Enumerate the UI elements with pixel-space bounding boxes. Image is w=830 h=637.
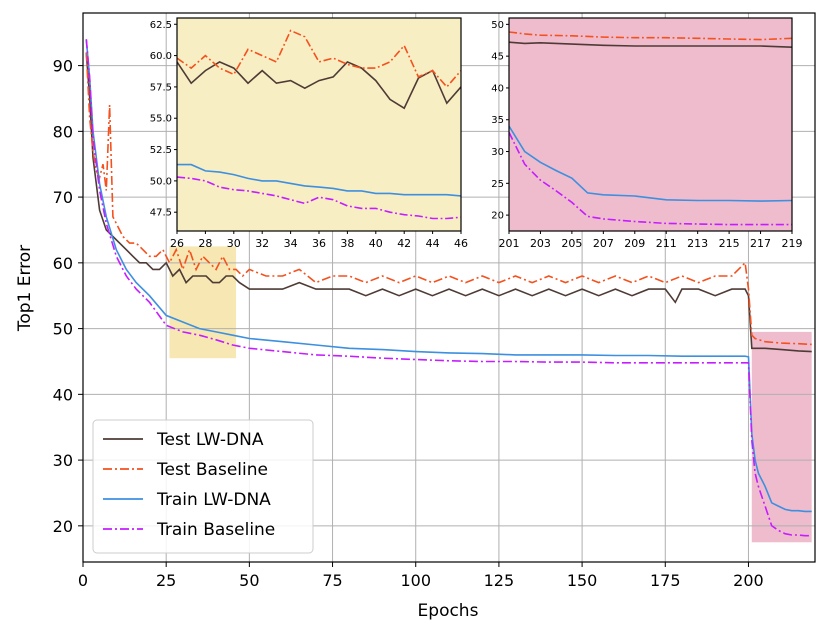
late-zoom-frame <box>508 17 793 232</box>
early-zoom-y-tick-label: 50.0 <box>150 176 172 187</box>
y-tick-label: 40 <box>53 385 73 404</box>
x-tick-label: 150 <box>567 571 598 590</box>
early-zoom-line-test-baseline <box>177 29 461 89</box>
early-zoom-y-tick-label: 62.5 <box>150 20 172 31</box>
inset-early-zoom: 26 28 30 32 34 36 38 40 42 44 46 47.5 50.0 52.5 55.0 57… <box>150 17 468 250</box>
early-zoom-x-tick-label: 44 <box>426 237 440 250</box>
legend-label-train-lw-dna: Train LW-DNA <box>156 490 271 510</box>
late-zoom-line-train-baseline <box>509 132 792 226</box>
early-zoom-background <box>177 18 461 231</box>
y-tick-label: 90 <box>53 57 73 76</box>
y-tick-label: 30 <box>53 451 73 470</box>
late-zoom-x-tick-label: 207 <box>593 237 614 250</box>
late-zoom-x-tick-label: 211 <box>656 237 677 250</box>
late-zoom-y-tick-label: 25 <box>491 179 504 190</box>
late-zoom-x-tick-label: 205 <box>561 237 582 250</box>
legend-box <box>92 419 314 554</box>
x-tick-label: 125 <box>484 571 515 590</box>
early-zoom-x-tick-label: 30 <box>227 237 241 250</box>
late-zoom-x-tick-label: 217 <box>750 237 771 250</box>
early-zoom-line-test-lw-dna <box>177 60 461 110</box>
series-line-test-baseline <box>85 52 812 346</box>
late-zoom-y-tick-label: 40 <box>491 83 504 94</box>
x-tick-label: 200 <box>733 571 764 590</box>
late-zoom-y-tick-label: 50 <box>491 20 504 31</box>
late-zoom-line-test-lw-dna <box>509 41 792 48</box>
early-zoom-y-tick-label: 55.0 <box>150 114 172 125</box>
x-tick-label: 100 <box>400 571 431 590</box>
late-zoom-background <box>509 18 792 231</box>
series-line-test-lw-dna <box>85 52 812 353</box>
legend-label-test-baseline: Test Baseline <box>156 460 268 480</box>
y-tick-label: 60 <box>53 254 73 273</box>
early-zoom-x-tick-label: 42 <box>397 237 411 250</box>
y-tick-label: 20 <box>53 517 73 536</box>
late-zoom-x-tick-label: 213 <box>687 237 708 250</box>
late-zoom-x-tick-label: 201 <box>499 237 520 250</box>
early-zoom-y-tick-label: 52.5 <box>150 145 172 156</box>
late-zoom-line-train-lw-dna <box>509 125 792 202</box>
early-zoom-x-tick-label: 36 <box>312 237 326 250</box>
late-zoom-x-tick-label: 219 <box>782 237 803 250</box>
early-zoom-y-tick-label: 57.5 <box>150 82 172 93</box>
x-axis-label: Epochs <box>418 601 479 621</box>
late-zoom-line-test-baseline <box>509 31 792 41</box>
x-tick-label: 175 <box>650 571 681 590</box>
early-zoom-x-tick-label: 26 <box>170 237 184 250</box>
y-tick-label: 70 <box>53 188 73 207</box>
x-tick-label: 0 <box>78 571 88 590</box>
x-tick-label: 50 <box>239 571 259 590</box>
y-tick-label: 50 <box>53 320 73 339</box>
legend-label-train-baseline: Train Baseline <box>156 520 275 540</box>
x-tick-label: 75 <box>322 571 342 590</box>
series-line-train-lw-dna <box>85 39 812 513</box>
late-zoom-x-tick-label: 215 <box>719 237 740 250</box>
early-zoom-y-tick-label: 60.0 <box>150 51 172 62</box>
late-zoom-x-tick-label: 209 <box>624 237 645 250</box>
y-axis-label: Top1 Error <box>15 245 35 332</box>
inset-late-zoom: 201 203 205 207 209 211 213 215 217 219 20 25 30 35 40… <box>491 17 803 250</box>
y-tick-label: 80 <box>53 122 73 141</box>
early-zoom-x-tick-label: 46 <box>454 237 468 250</box>
late-zoom-y-tick-label: 35 <box>491 115 504 126</box>
early-zoom-x-tick-label: 38 <box>340 237 354 250</box>
late-zoom-x-tick-label: 203 <box>530 237 551 250</box>
early-zoom-x-tick-label: 32 <box>255 237 269 250</box>
early-zoom-y-tick-label: 47.5 <box>150 208 172 219</box>
legend-label-test-lw-dna: Test LW-DNA <box>156 430 264 450</box>
x-tick-label: 25 <box>156 571 176 590</box>
late-zoom-y-tick-label: 20 <box>491 211 504 222</box>
early-zoom-x-tick-label: 34 <box>284 237 298 250</box>
early-zoom-x-tick-label: 40 <box>369 237 383 250</box>
late-zoom-y-tick-label: 30 <box>491 147 504 158</box>
early-zoom-line-train-lw-dna <box>177 163 461 197</box>
plot-frame <box>82 12 816 563</box>
early-zoom-x-tick-label: 28 <box>198 237 212 250</box>
legend: Test LW-DNA Test Baseline Train LW-DNA Trai… <box>92 419 314 554</box>
late-zoom-y-tick-label: 45 <box>491 52 504 63</box>
early-zoom-line-train-baseline <box>177 176 461 220</box>
series-line-train-baseline <box>85 39 812 537</box>
